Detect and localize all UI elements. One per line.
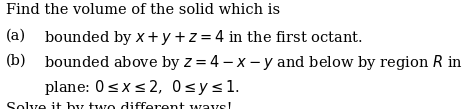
- Text: bounded above by $z=4-x-y$ and below by region $R$ in the $xy$-: bounded above by $z=4-x-y$ and below by …: [44, 53, 463, 72]
- Text: Find the volume of the solid which is: Find the volume of the solid which is: [6, 3, 280, 17]
- Text: (a): (a): [6, 28, 25, 42]
- Text: Solve it by two different ways!: Solve it by two different ways!: [6, 102, 232, 109]
- Text: plane: $0\leq x\leq 2$,  $0\leq y\leq 1$.: plane: $0\leq x\leq 2$, $0\leq y\leq 1$.: [44, 78, 240, 97]
- Text: bounded by $x+y+z=4$ in the first octant.: bounded by $x+y+z=4$ in the first octant…: [44, 28, 363, 47]
- Text: (b): (b): [6, 53, 26, 67]
